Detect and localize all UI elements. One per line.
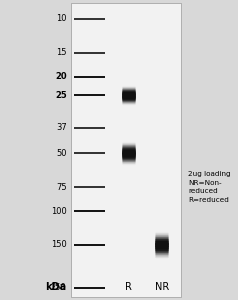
Text: 100: 100 [51,206,67,215]
Text: 10: 10 [56,14,67,23]
Text: 250: 250 [51,283,67,292]
Text: R: R [125,281,132,292]
Text: NR: NR [155,281,169,292]
Text: 20: 20 [55,72,67,81]
Text: 2ug loading
NR=Non-
reduced
R=reduced: 2ug loading NR=Non- reduced R=reduced [188,171,231,203]
Text: 75: 75 [56,182,67,191]
Text: kDa: kDa [45,281,67,292]
FancyBboxPatch shape [71,3,181,297]
Text: 25: 25 [55,91,67,100]
Text: 37: 37 [56,124,67,133]
Text: 15: 15 [56,48,67,57]
Text: 150: 150 [51,240,67,249]
Text: 50: 50 [56,148,67,158]
